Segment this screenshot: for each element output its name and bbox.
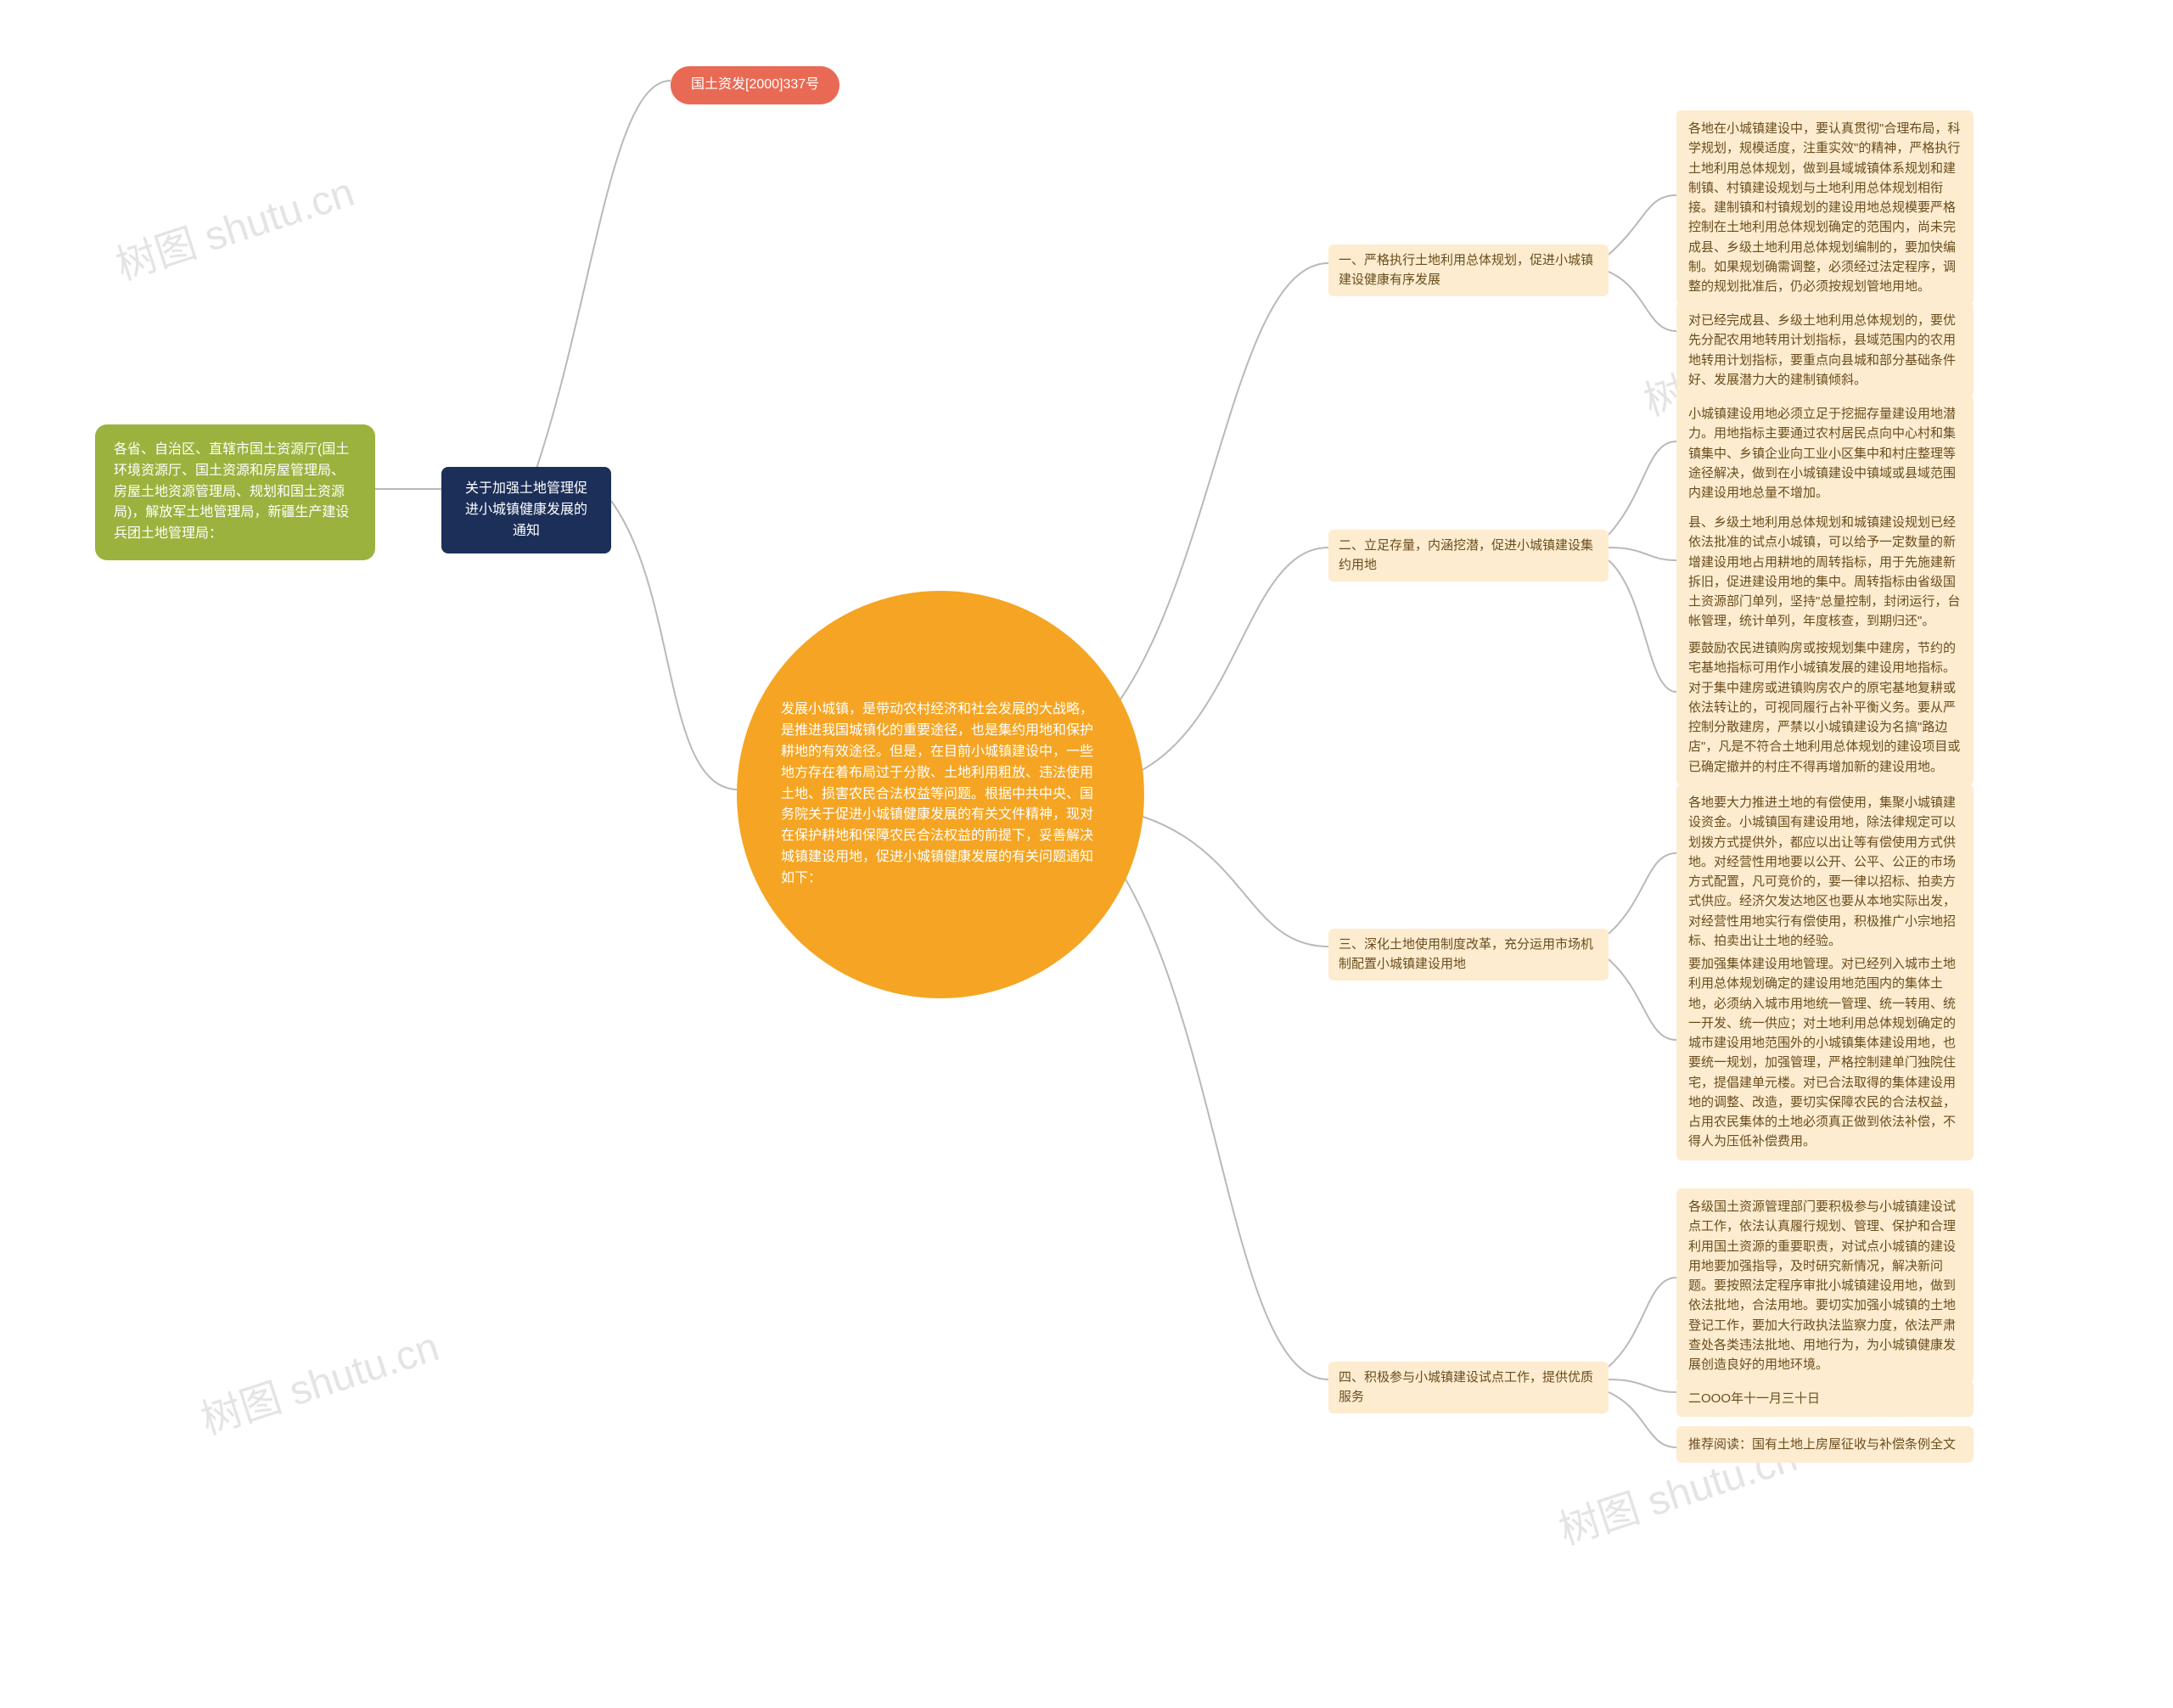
leaf-2-1: 小城镇建设用地必须立足于挖掘存量建设用地潜力。用地指标主要通过农村居民点向中心村… [1676,396,1974,511]
section-4-title: 四、积极参与小城镇建设试点工作，提供优质服务 [1328,1362,1609,1413]
section-3-title: 三、深化土地使用制度改革，充分运用市场机制配置小城镇建设用地 [1328,929,1609,980]
main-body-node: 发展小城镇，是带动农村经济和社会发展的大战略，是推进我国城镇化的重要途径，也是集… [737,591,1144,998]
leaf-4-1: 各级国土资源管理部门要积极参与小城镇建设试点工作，依法认真履行规划、管理、保护和… [1676,1188,1974,1383]
leaf-2-2: 县、乡级土地利用总体规划和城镇建设规划已经依法批准的试点小城镇，可以给予一定数量… [1676,504,1974,640]
doc-number-node: 国土资发[2000]337号 [671,66,839,104]
root-node: 关于加强土地管理促进小城镇健康发展的通知 [441,467,611,553]
section-2-title: 二、立足存量，内涵挖潜，促进小城镇建设集约用地 [1328,530,1609,582]
leaf-4-3: 推荐阅读：国有土地上房屋征收与补偿条例全文 [1676,1426,1974,1463]
department-node: 各省、自治区、直辖市国土资源厅(国土环境资源厅、国土资源和房屋管理局、房屋土地资… [95,424,375,560]
leaf-1-2: 对已经完成县、乡级土地利用总体规划的，要优先分配农用地转用计划指标，县域范围内的… [1676,302,1974,398]
watermark: 树图 shutu.cn [192,1313,445,1446]
leaf-3-2: 要加强集体建设用地管理。对已经列入城市土地利用总体规划确定的建设用地范围内的集体… [1676,946,1974,1160]
main-body-text: 发展小城镇，是带动农村经济和社会发展的大战略，是推进我国城镇化的重要途径，也是集… [781,699,1100,889]
watermark: 树图 shutu.cn [107,159,360,291]
leaf-4-2: 二OOO年十一月三十日 [1676,1380,1974,1417]
leaf-1-1: 各地在小城镇建设中，要认真贯彻"合理布局，科学规划，规模适度，注重实效"的精神，… [1676,110,1974,305]
leaf-3-1: 各地要大力推进土地的有偿使用，集聚小城镇建设资金。小城镇国有建设用地，除法律规定… [1676,784,1974,959]
section-1-title: 一、严格执行土地利用总体规划，促进小城镇建设健康有序发展 [1328,244,1609,296]
leaf-2-3: 要鼓励农民进镇购房或按规划集中建房，节约的宅基地指标可用作小城镇发展的建设用地指… [1676,630,1974,785]
